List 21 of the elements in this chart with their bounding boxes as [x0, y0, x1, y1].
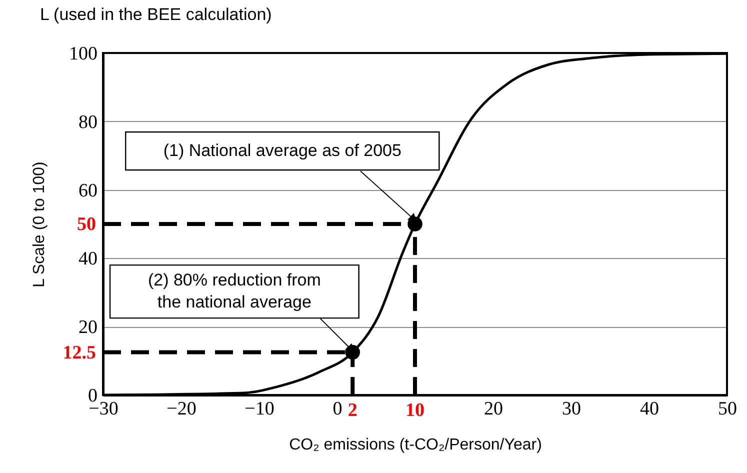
chart-title: L (used in the BEE calculation) [40, 5, 272, 24]
x-tick-label: 30 [562, 398, 581, 420]
y-axis-title: L Scale (0 to 100) [31, 162, 48, 288]
y-tick-label: 80 [78, 112, 98, 133]
annotation: (2) 80% reduction from the national average [148, 270, 321, 312]
x-axis-title: CO₂ emissions (t-CO₂/Person/Year) [289, 436, 542, 454]
ref-line-label: 12.5 [62, 342, 96, 364]
ref-line-label: 50 [77, 214, 96, 235]
x-tick-label: 20 [484, 398, 503, 420]
ref-line-label: 10 [406, 400, 424, 421]
y-tick-label: 40 [78, 248, 98, 270]
x-tick-label: 40 [640, 398, 659, 420]
x-tick-label: −10 [244, 398, 274, 420]
y-tick-label: 20 [78, 317, 98, 338]
x-tick-label: 0 [332, 398, 342, 420]
y-tick-label: 60 [78, 180, 98, 202]
annotation: (1) National average as of 2005 [163, 140, 402, 160]
ref-line-label: 2 [348, 400, 358, 421]
x-tick-label: 50 [718, 398, 737, 420]
y-tick-label: 100 [69, 44, 98, 64]
x-tick-label: −20 [166, 398, 196, 420]
